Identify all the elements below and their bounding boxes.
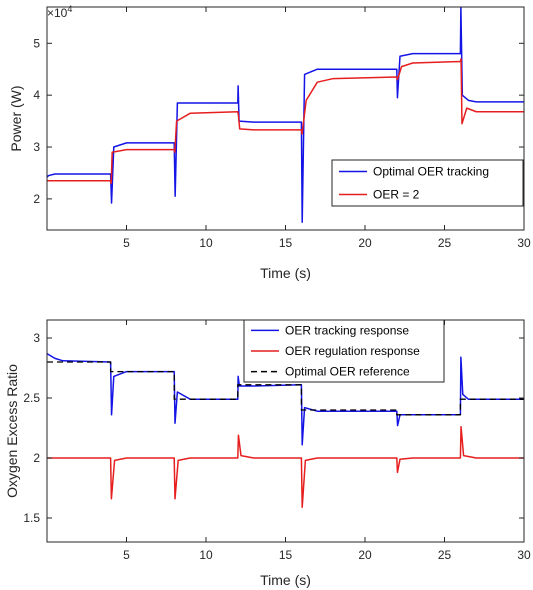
y-tick-label: 3 [33, 140, 40, 154]
legend: Optimal OER tracking OER = 2 [331, 159, 524, 207]
x-tick-label: 30 [517, 236, 531, 250]
series-group [47, 7, 524, 223]
y-tick-label: 2.5 [23, 391, 40, 405]
series-line-oer-regulation-response [47, 426, 524, 508]
y-tick-label: 1.5 [23, 511, 40, 525]
legend: OER tracking response OER regulation resp… [243, 319, 445, 383]
power-chart: 5 10 15 20 25 30 2 3 4 5 Time (s) Power (W) ×104 Opti… [8, 4, 531, 281]
legend-label-oer-2: OER = 2 [373, 188, 420, 202]
legend-label-optimal-oer-tracking: Optimal OER tracking [373, 165, 489, 179]
y-tick-label: 2 [33, 192, 40, 206]
x-axis-label: Time (s) [260, 572, 311, 588]
x-tick-label: 20 [358, 548, 372, 562]
x-tick-label: 10 [199, 548, 213, 562]
x-tick-label: 5 [123, 548, 130, 562]
x-tick-label: 10 [199, 236, 213, 250]
x-tick-label: 15 [279, 236, 293, 250]
x-tick-label: 20 [358, 236, 372, 250]
y-axis-multiplier: ×104 [47, 4, 72, 20]
x-tick-label: 5 [123, 236, 130, 250]
x-tick-label: 30 [517, 548, 531, 562]
y-tick-label: 5 [33, 36, 40, 50]
y-tick-label: 4 [33, 88, 40, 102]
series-line-optimal-oer-tracking [47, 7, 524, 223]
legend-label-optimal-oer-reference: Optimal OER reference [285, 365, 410, 379]
legend-label-oer-tracking-response: OER tracking response [285, 323, 409, 337]
x-axis-label: Time (s) [260, 265, 311, 281]
oer-chart: 5 10 15 20 25 30 1.5 2 2.5 3 Time (s) Oxygen Excess… [4, 319, 531, 588]
legend-box [331, 159, 524, 207]
series-line-optimal-oer-reference [47, 361, 524, 416]
y-tick-label: 2 [33, 451, 40, 465]
series-line-oer-2 [47, 58, 524, 185]
x-tick-label: 25 [438, 548, 452, 562]
x-tick-label: 15 [279, 548, 293, 562]
y-axis-label: Oxygen Excess Ratio [4, 364, 20, 498]
x-tick-label: 25 [438, 236, 452, 250]
y-axis-label: Power (W) [8, 85, 24, 151]
legend-label-oer-regulation-response: OER regulation response [285, 344, 420, 358]
series-group [47, 352, 524, 508]
y-tick-label: 3 [33, 331, 40, 345]
